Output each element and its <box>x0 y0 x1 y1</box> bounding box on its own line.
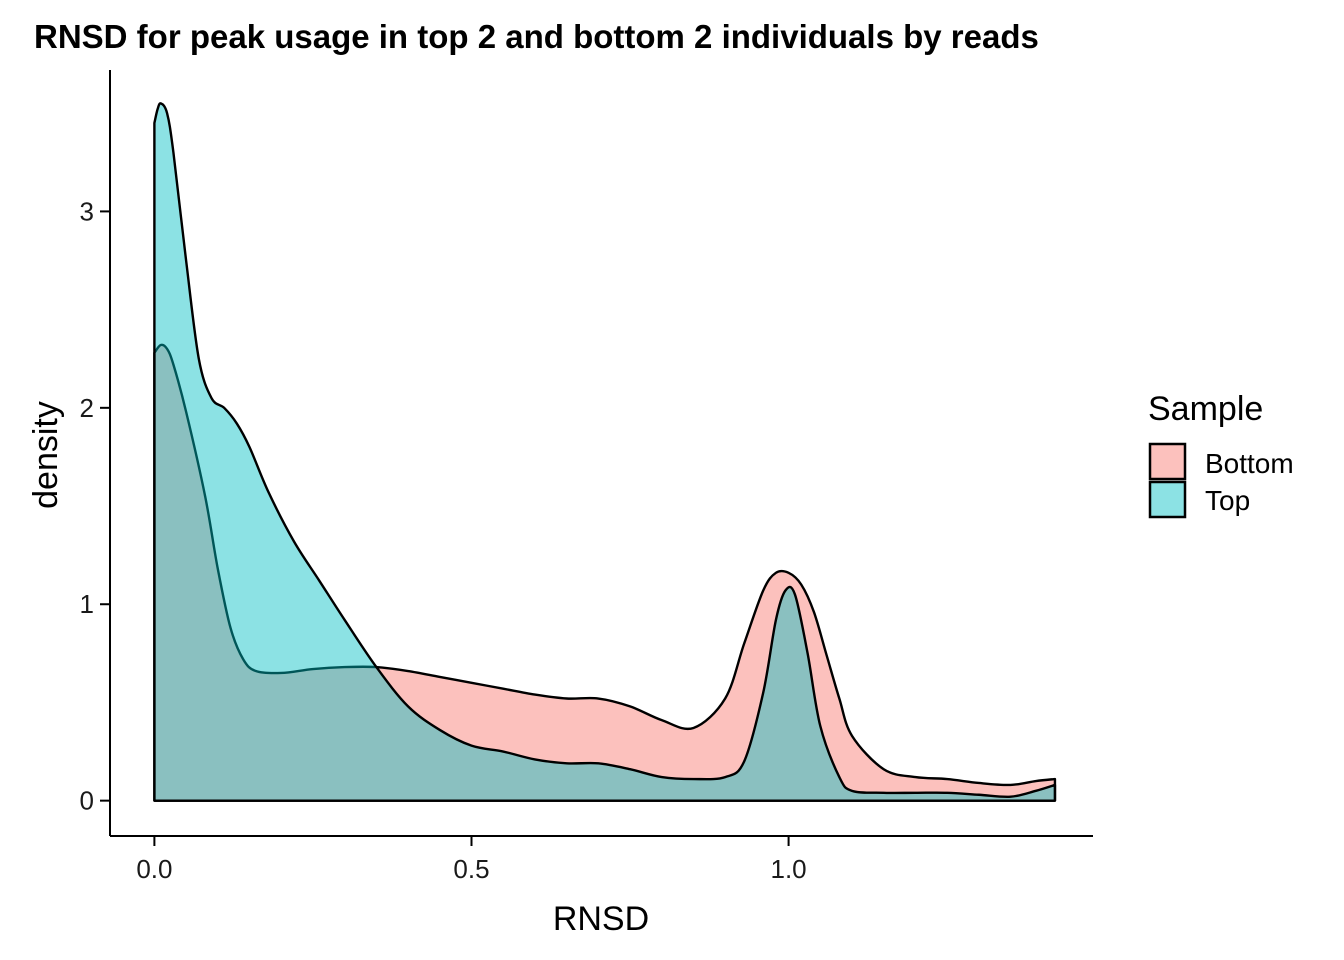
legend-label-top: Top <box>1205 485 1250 516</box>
density-area-top <box>153 102 1057 802</box>
y-axis-ticks: 0 1 2 3 <box>80 196 110 816</box>
legend-key-bottom <box>1148 442 1187 481</box>
y-tick-label: 1 <box>80 589 94 619</box>
chart-title: RNSD for peak usage in top 2 and bottom … <box>34 18 1039 55</box>
y-tick-label: 0 <box>80 786 94 816</box>
legend-label-bottom: Bottom <box>1205 448 1294 479</box>
x-tick-label: 0.0 <box>136 854 172 884</box>
y-tick-label: 2 <box>80 393 94 423</box>
legend-key-top <box>1148 480 1187 519</box>
legend: Sample Bottom Top <box>1148 390 1294 519</box>
y-tick-label: 3 <box>80 196 94 226</box>
legend-title: Sample <box>1148 390 1263 428</box>
y-axis-title: density <box>27 401 65 509</box>
density-area-bottom <box>153 343 1057 802</box>
x-tick-label: 1.0 <box>771 854 807 884</box>
plot-area <box>153 102 1057 802</box>
x-tick-label: 0.5 <box>453 854 489 884</box>
x-axis-title: RNSD <box>553 900 649 938</box>
x-axis-ticks: 0.0 0.5 1.0 <box>136 836 807 884</box>
